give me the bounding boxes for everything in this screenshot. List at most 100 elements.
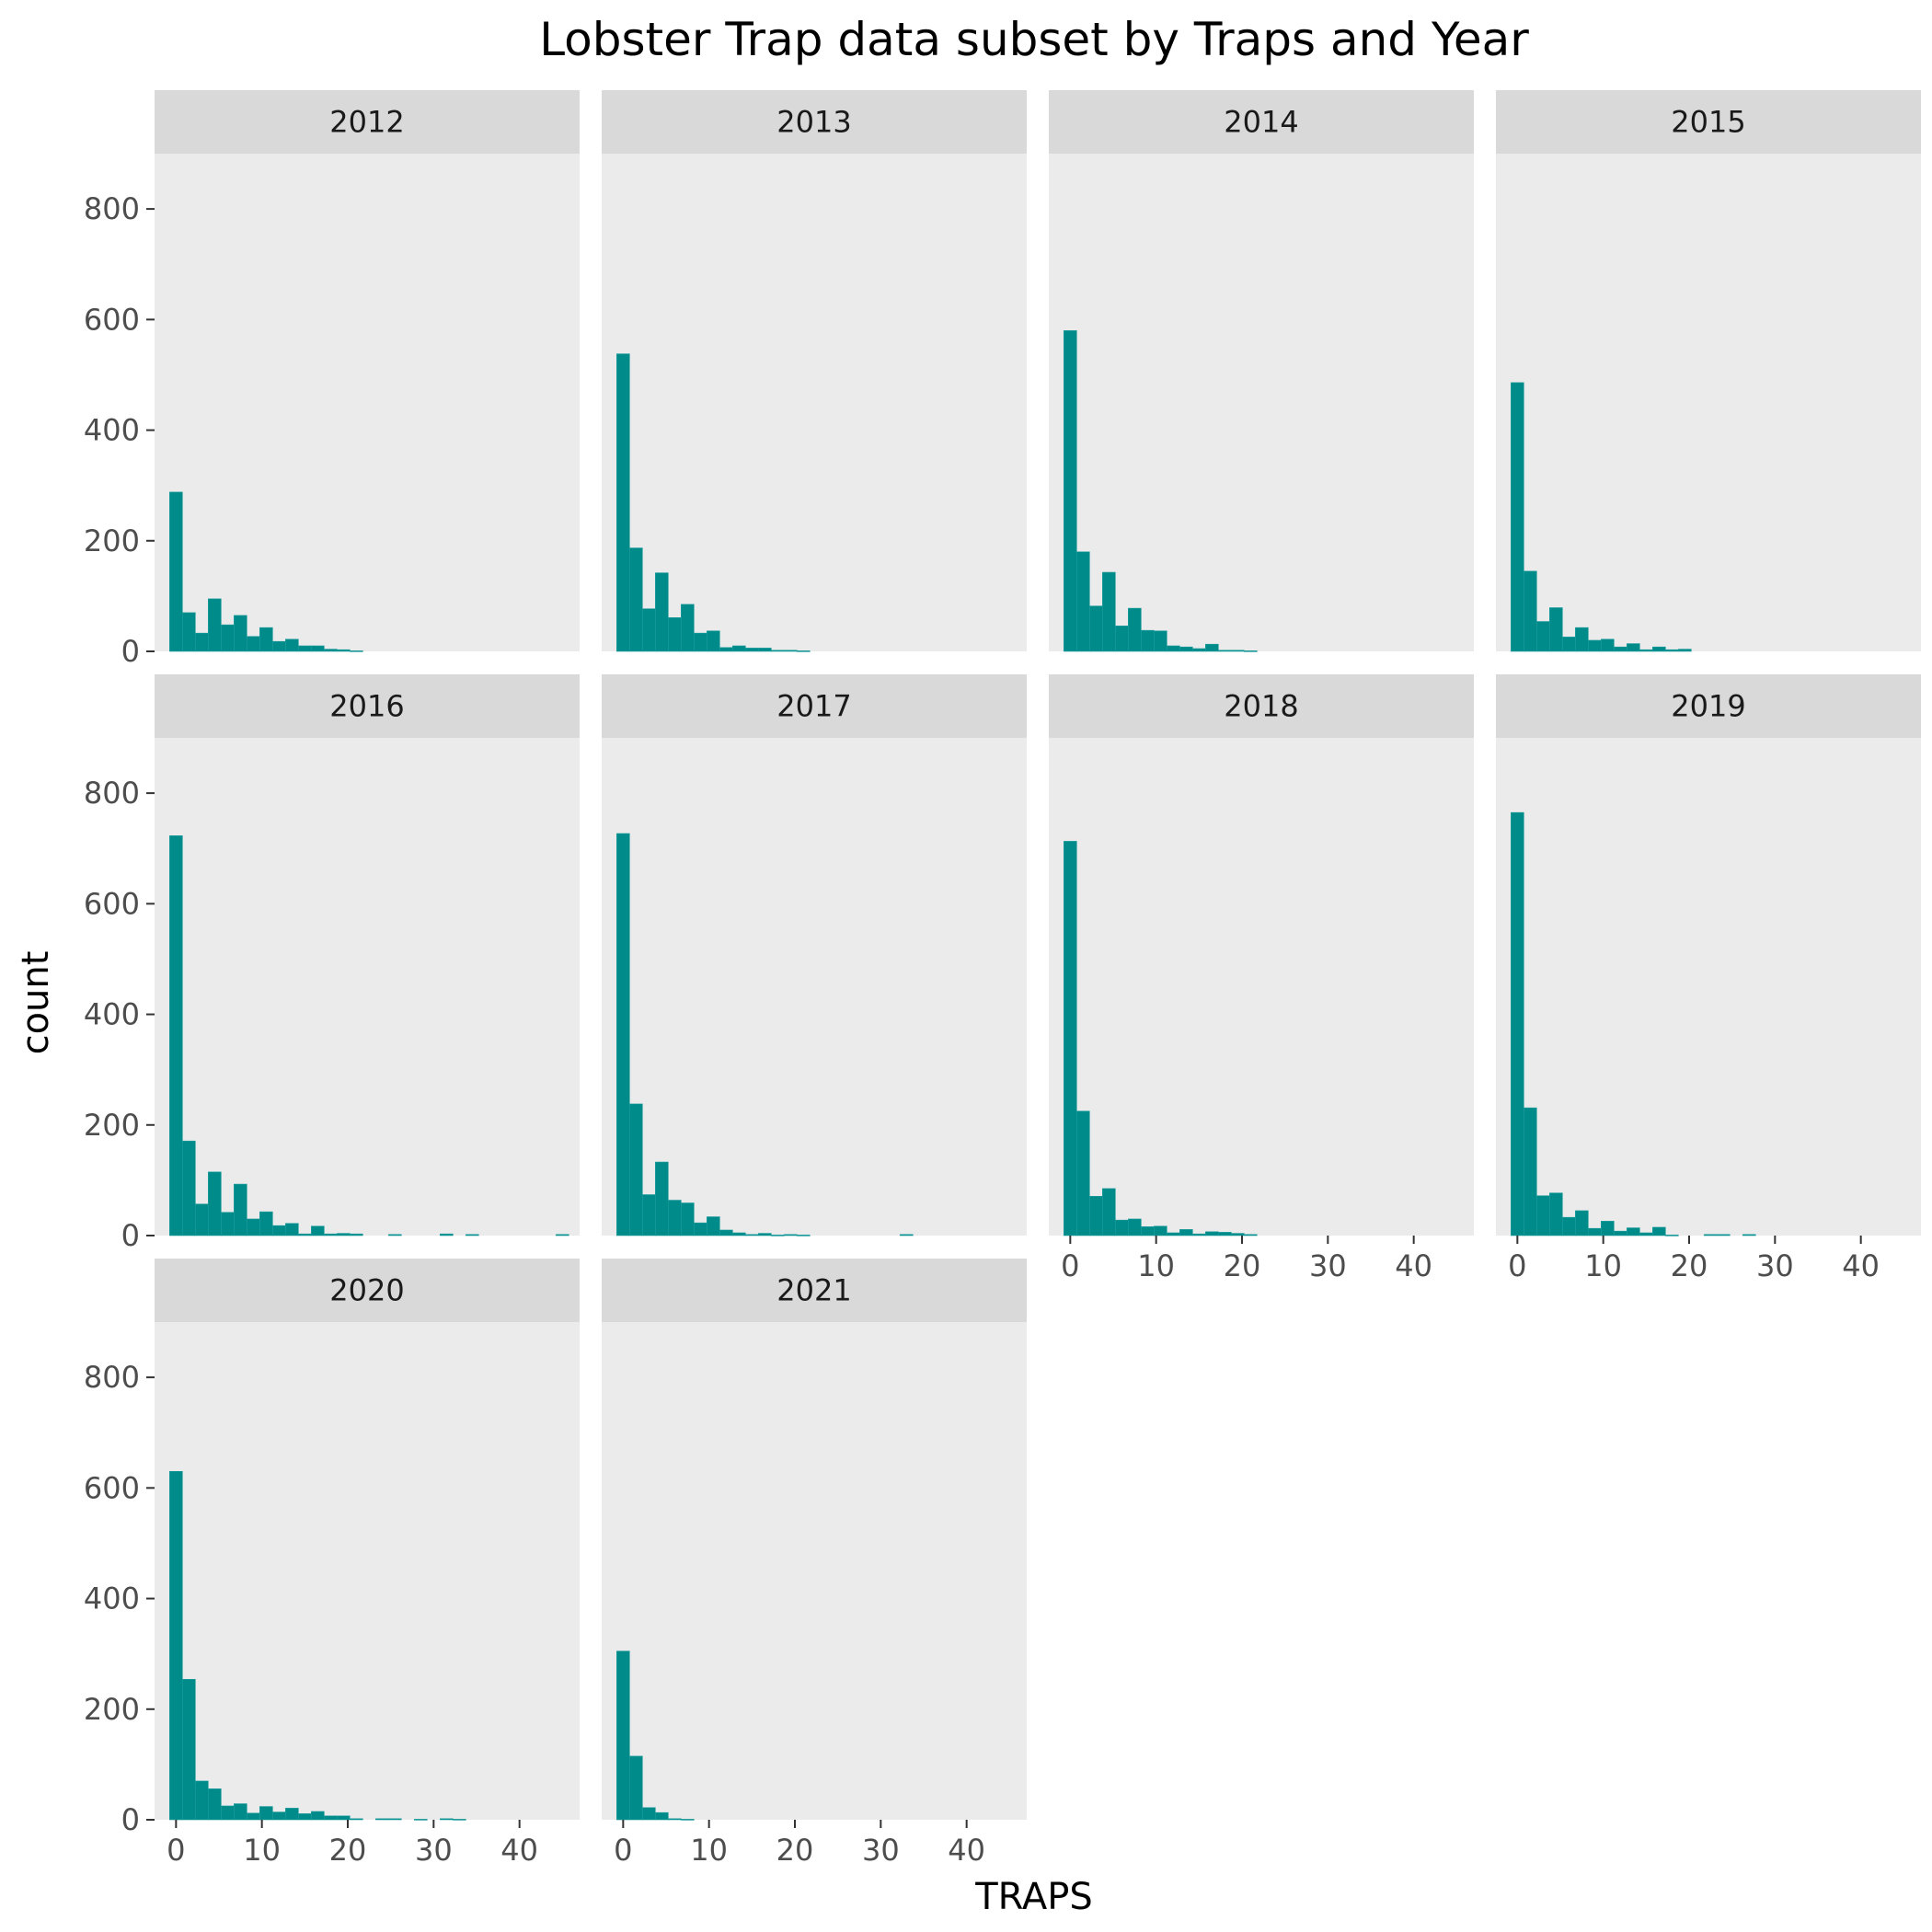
facet-strip-label: 2016 <box>329 689 404 724</box>
histogram-bar <box>745 648 759 652</box>
histogram-bar <box>1064 841 1077 1236</box>
histogram-bar <box>182 1679 196 1821</box>
histogram-bar <box>1601 1221 1615 1236</box>
histogram-bar <box>414 1819 428 1821</box>
y-tick-label: 200 <box>84 1108 140 1143</box>
histogram-bar <box>208 1788 222 1821</box>
histogram-bar <box>169 835 183 1236</box>
histogram-bar <box>221 624 235 652</box>
facet-panel-2019: 2019 0 10 20 30 40 <box>1496 674 1921 1283</box>
facet-panel-2013: 2013 <box>602 90 1027 652</box>
x-tick-label: 30 <box>862 1833 900 1868</box>
histogram-bar <box>629 1755 643 1821</box>
facet-strip-label: 2013 <box>776 105 851 140</box>
histogram-bar <box>298 645 312 652</box>
panel-background <box>602 738 1027 1236</box>
y-tick-label: 800 <box>84 776 140 811</box>
histogram-bar <box>182 1140 196 1236</box>
histogram-bar <box>1218 650 1232 652</box>
facet-strip-label: 2019 <box>1671 689 1745 724</box>
x-tick-label: 20 <box>329 1833 367 1868</box>
histogram-bar <box>629 547 643 652</box>
histogram-bar <box>1665 1235 1679 1236</box>
histogram-bar <box>1102 571 1116 652</box>
histogram-bar <box>1192 1233 1206 1236</box>
histogram-bar <box>247 1812 260 1821</box>
panel-background <box>602 154 1027 651</box>
histogram-bar <box>311 645 325 652</box>
histogram-bar <box>234 1183 247 1236</box>
histogram-bar <box>285 1808 299 1821</box>
facet-strip-label: 2015 <box>1671 105 1745 140</box>
x-tick-label: 10 <box>243 1833 281 1868</box>
histogram-bar <box>616 833 630 1236</box>
histogram-bar <box>1115 1219 1129 1236</box>
histogram-bar <box>195 632 209 652</box>
histogram-bar <box>350 1818 363 1821</box>
panel-background <box>155 154 580 651</box>
histogram-bar <box>337 649 351 652</box>
histogram-bar <box>681 1202 695 1236</box>
histogram-bar <box>1511 382 1524 652</box>
histogram-bar <box>1652 646 1666 652</box>
histogram-bar <box>324 649 338 652</box>
histogram-bar <box>732 645 746 652</box>
histogram-bar <box>745 1234 759 1236</box>
histogram-bar <box>311 1811 325 1821</box>
x-tick-label: 40 <box>948 1833 985 1868</box>
histogram-bar <box>616 353 630 652</box>
histogram-bar <box>350 650 363 652</box>
y-tick-label: 400 <box>84 413 140 448</box>
histogram-bar <box>1076 1110 1090 1236</box>
histogram-bar <box>1536 1195 1550 1236</box>
histogram-bar <box>182 612 196 652</box>
histogram-bar <box>719 1229 733 1236</box>
histogram-bar <box>1089 605 1103 652</box>
histogram-bar <box>1614 646 1627 652</box>
histogram-bar <box>1562 1216 1576 1236</box>
histogram-bar <box>1128 1218 1142 1236</box>
y-tick-label: 200 <box>84 1692 140 1727</box>
panel-background <box>1049 738 1474 1236</box>
histogram-bar <box>900 1234 914 1236</box>
x-tick-label: 40 <box>1842 1248 1880 1283</box>
histogram-bar <box>195 1780 209 1821</box>
histogram-bar <box>642 1194 656 1236</box>
facet-strip <box>602 1259 1027 1322</box>
histogram-bar <box>732 1232 746 1236</box>
facet-strip <box>1049 90 1474 154</box>
facet-strip-label: 2020 <box>329 1273 404 1308</box>
histogram-bar <box>629 1103 643 1236</box>
panel-background <box>1496 154 1921 651</box>
facet-panel-2020: 2020 0 200 400 600 800 0 10 20 30 40 <box>84 1259 580 1868</box>
histogram-bar <box>272 1225 286 1236</box>
facet-strip <box>155 674 580 738</box>
histogram-bar <box>1205 643 1219 652</box>
histogram-bar <box>1575 627 1589 652</box>
facet-strip <box>155 1259 580 1322</box>
facet-panel-2018: 2018 0 10 20 30 40 <box>1049 674 1474 1283</box>
histogram-bar <box>1115 626 1129 652</box>
histogram-bar <box>1167 645 1180 652</box>
facet-panel-2021: 2021 0 10 20 30 40 <box>602 1259 1027 1868</box>
facet-panel-2015: 2015 <box>1496 90 1921 652</box>
histogram-bar <box>1205 1231 1219 1236</box>
histogram-bar <box>208 1171 222 1236</box>
histogram-bar <box>1076 551 1090 652</box>
histogram-bar <box>350 1233 363 1236</box>
histogram-bar <box>285 638 299 652</box>
histogram-bar <box>1601 638 1615 652</box>
histogram-bar <box>655 572 669 652</box>
histogram-bar <box>247 636 260 652</box>
x-tick-label: 0 <box>1061 1248 1079 1283</box>
panel-background <box>1049 154 1474 651</box>
histogram-bar <box>311 1225 325 1236</box>
histogram-bar <box>388 1234 402 1236</box>
facet-panel-2012: 2012 0 200 400 600 800 <box>84 90 580 669</box>
histogram-bar <box>1678 649 1692 652</box>
histogram-bar <box>1179 646 1193 652</box>
facet-strip <box>1496 674 1921 738</box>
histogram-bar <box>1717 1234 1731 1236</box>
x-tick-label: 30 <box>415 1833 453 1868</box>
histogram-bar <box>758 1233 772 1236</box>
